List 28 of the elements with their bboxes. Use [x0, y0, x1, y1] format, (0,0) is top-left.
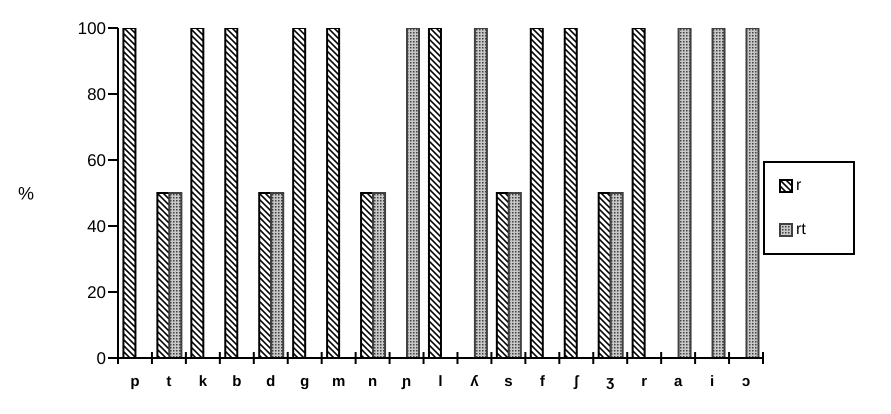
- x-tick-label: ʒ: [606, 373, 614, 390]
- x-tick-label: f: [540, 373, 546, 390]
- y-tick-label: 60: [87, 151, 106, 170]
- legend-label: r: [796, 177, 802, 195]
- y-axis-title: %: [18, 183, 34, 204]
- x-tick-label: m: [332, 373, 346, 390]
- y-tick-label: 80: [87, 85, 106, 104]
- y-tick-label: 20: [87, 283, 106, 302]
- x-tick-label: i: [710, 373, 714, 390]
- x-tick-label: d: [266, 373, 276, 390]
- y-tick-label: 0: [96, 349, 106, 368]
- x-tick-label: a: [674, 373, 683, 390]
- y-tick-label: 100: [78, 19, 106, 38]
- x-tick-label: b: [232, 373, 242, 390]
- x-tick-label: g: [300, 373, 310, 390]
- x-tick-label: p: [130, 373, 140, 390]
- x-tick-label: ɲ: [400, 373, 412, 390]
- y-tick-label: 40: [87, 217, 106, 236]
- x-tick-label: ʃ: [572, 373, 580, 390]
- x-tick-label: n: [368, 373, 378, 390]
- x-tick-label: t: [166, 373, 172, 390]
- legend-label: rt: [796, 221, 806, 239]
- x-tick-label: ɔ: [742, 373, 750, 390]
- x-tick-label: r: [641, 373, 648, 390]
- x-tick-label: l: [438, 373, 443, 390]
- x-tick-label: k: [198, 373, 208, 390]
- x-tick-label: s: [504, 373, 513, 390]
- x-tick-label: ʎ: [470, 373, 480, 390]
